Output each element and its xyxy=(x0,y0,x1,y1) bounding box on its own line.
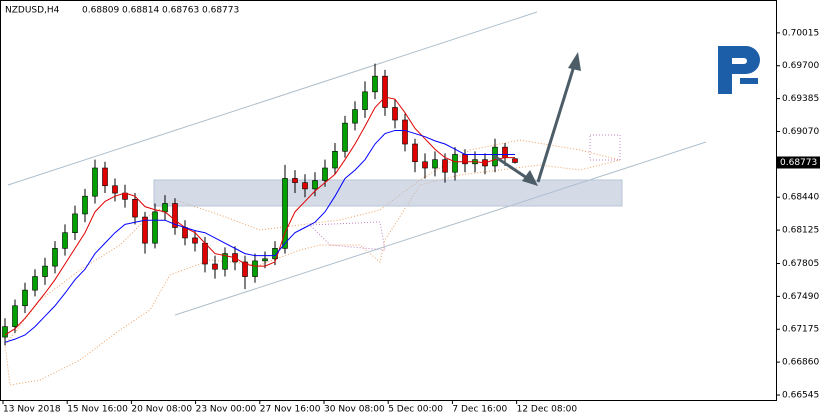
candle-body xyxy=(42,265,48,277)
header-low: 0.68763 xyxy=(162,6,199,16)
y-tick-label: 0.68440 xyxy=(782,193,819,203)
candle-body xyxy=(412,143,418,163)
x-tick-label: 13 Nov 2018 xyxy=(3,405,61,415)
candle-body xyxy=(512,158,518,163)
candle-body xyxy=(2,326,8,338)
candle-body xyxy=(352,109,358,124)
candle-body xyxy=(62,232,68,249)
x-tick-label: 7 Dec 16:00 xyxy=(452,405,507,415)
candle-body xyxy=(82,195,88,215)
candle-body xyxy=(502,146,508,158)
candle-body xyxy=(152,211,158,244)
candle-body xyxy=(382,75,388,108)
logo xyxy=(718,46,760,94)
x-tick-label: 30 Nov 08:00 xyxy=(324,405,385,415)
candle-body xyxy=(372,75,378,93)
candle-body xyxy=(192,237,198,244)
candle-body xyxy=(112,185,118,194)
candle-body xyxy=(312,180,318,190)
y-tick-label: 0.67175 xyxy=(782,325,819,335)
x-tick-label: 23 Nov 00:00 xyxy=(196,405,257,415)
candle-body xyxy=(402,119,408,145)
candle-body xyxy=(252,260,258,277)
candle-body xyxy=(102,167,108,187)
candle-body xyxy=(462,154,468,165)
candle-body xyxy=(302,182,308,190)
ichimoku-cloud-down xyxy=(308,134,621,251)
candle-body xyxy=(12,305,18,327)
candle-body xyxy=(442,159,448,173)
header-high: 0.68814 xyxy=(122,6,159,16)
x-tick-label: 15 Nov 16:00 xyxy=(67,405,128,415)
channel-upper xyxy=(7,11,538,186)
indicator-line xyxy=(4,129,515,343)
plot xyxy=(2,63,518,346)
candle-body xyxy=(282,178,288,249)
candle-body xyxy=(162,203,168,213)
y-tick-label: 0.68125 xyxy=(782,226,819,236)
candle-body xyxy=(262,258,268,262)
candle-body xyxy=(292,178,298,183)
candle-body xyxy=(182,227,188,239)
channel-lower xyxy=(174,141,707,316)
ichimoku-cloud xyxy=(4,139,621,386)
candle-body xyxy=(362,91,368,110)
forecast-arrows xyxy=(493,52,581,186)
y-tick-label: 0.69700 xyxy=(782,61,819,71)
y-tick-label: 0.69385 xyxy=(782,94,819,104)
candle-body xyxy=(32,276,38,291)
y-tick-label: 0.66545 xyxy=(782,390,819,400)
candle-body xyxy=(142,216,148,244)
indicator-line xyxy=(4,96,515,336)
candle-body xyxy=(432,159,438,169)
candle-body xyxy=(332,151,338,169)
candle-body xyxy=(242,261,248,277)
candle-body xyxy=(392,107,398,121)
y-tick-label: 0.67805 xyxy=(782,259,819,269)
candle-body xyxy=(222,253,228,270)
candle-body xyxy=(22,289,28,307)
symbol: NZDUSD,H4 xyxy=(5,6,60,16)
candle-body xyxy=(132,199,138,218)
candle-body xyxy=(72,213,78,234)
y-tick-label: 0.70015 xyxy=(782,28,819,38)
candle-body xyxy=(202,242,208,265)
x-tick-label: 5 Dec 00:00 xyxy=(388,405,443,415)
price-label: 0.68773 xyxy=(780,158,817,168)
y-tick-label: 0.66860 xyxy=(782,358,819,368)
x-tick-label: 20 Nov 08:00 xyxy=(131,405,192,415)
support-zone xyxy=(153,179,623,207)
price-label-bg xyxy=(777,156,820,169)
candle-body xyxy=(452,154,458,173)
candle-body xyxy=(422,161,428,169)
y-tick-label: 0.67490 xyxy=(782,292,819,302)
candle-body xyxy=(212,263,218,270)
candle-body xyxy=(342,122,348,152)
candle-body xyxy=(172,203,178,228)
x-tick-label: 27 Nov 16:00 xyxy=(260,405,321,415)
candle-body xyxy=(52,248,58,267)
header-close: 0.68773 xyxy=(202,6,239,16)
header-open: 0.68809 xyxy=(82,6,119,16)
x-tick-label: 12 Dec 08:00 xyxy=(517,405,578,415)
candle-body xyxy=(92,167,98,197)
y-tick-label: 0.69070 xyxy=(782,127,819,137)
candle-body xyxy=(322,167,328,181)
